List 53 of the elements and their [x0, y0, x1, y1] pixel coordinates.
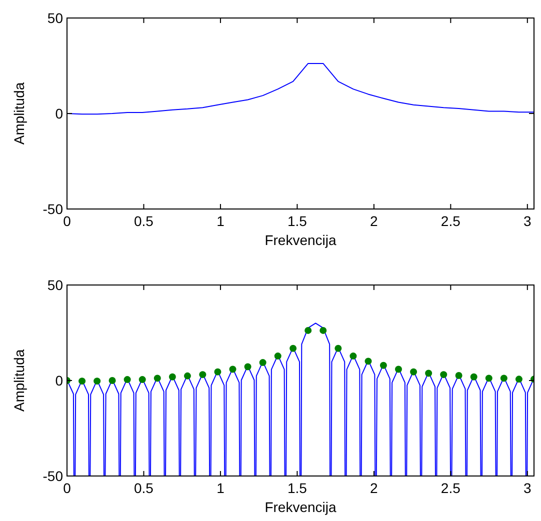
x-tick-label: 2.5	[440, 213, 461, 229]
y-tick-label: 50	[47, 10, 64, 26]
x-tick-label: 1.5	[287, 213, 308, 229]
point	[485, 374, 492, 382]
point	[138, 376, 146, 384]
point	[108, 377, 116, 384]
point	[184, 372, 191, 380]
x-tick-label: 1	[216, 213, 225, 229]
point	[154, 374, 161, 382]
point	[455, 372, 462, 380]
point	[214, 368, 222, 376]
point	[244, 363, 252, 370]
point	[410, 368, 418, 376]
point	[425, 370, 432, 377]
y-tick-label: -50	[42, 201, 64, 217]
y-tick-label: 50	[47, 277, 64, 293]
x-tick-label: 2	[370, 213, 378, 229]
point	[274, 352, 282, 360]
y-axis-title: Amplituda	[11, 82, 27, 145]
point	[94, 378, 101, 385]
point	[364, 358, 372, 365]
y-tick-label: -50	[42, 468, 64, 484]
x-tick-label: 0.5	[134, 213, 154, 229]
point	[290, 344, 297, 352]
point	[229, 366, 236, 373]
point	[168, 373, 176, 380]
x-axis-title: Frekvencija	[264, 232, 336, 248]
point	[199, 371, 206, 378]
point	[334, 344, 342, 352]
x-tick-label: 2	[370, 480, 378, 496]
point	[350, 352, 357, 360]
x-tick-label: 3	[524, 480, 532, 496]
point	[500, 374, 508, 382]
point	[470, 373, 478, 380]
point	[259, 359, 266, 366]
point	[394, 366, 402, 373]
point	[515, 376, 522, 383]
y-axis-title: Amplituda	[11, 349, 27, 412]
point	[440, 371, 448, 378]
x-tick-label: 3	[524, 213, 532, 229]
y-tick-label: 0	[55, 372, 64, 388]
x-tick-label: 1.5	[287, 480, 308, 496]
point	[304, 326, 312, 334]
x-tick-label: 1	[216, 480, 225, 496]
x-axis-title: Frekvencija	[264, 499, 336, 515]
line-series	[67, 322, 534, 476]
x-tick-label: 2.5	[440, 480, 461, 496]
point	[78, 378, 86, 385]
y-tick-label: 0	[55, 106, 64, 122]
point	[124, 376, 131, 384]
point	[320, 326, 327, 334]
x-tick-label: 0.5	[134, 480, 154, 496]
point	[380, 362, 387, 369]
